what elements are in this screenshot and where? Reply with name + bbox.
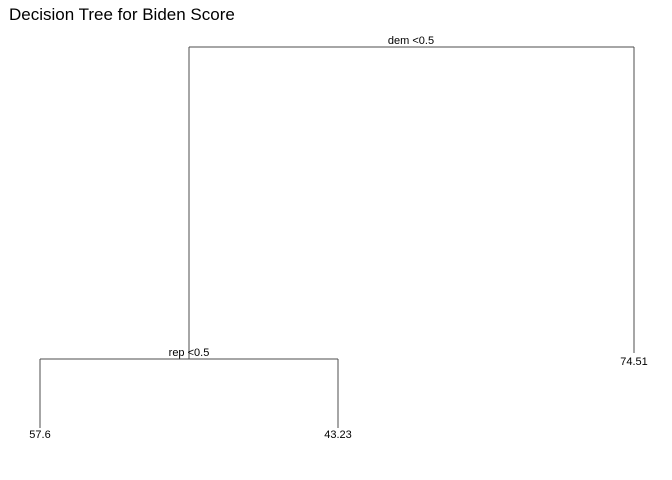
leaf-label: 74.51 <box>620 356 648 368</box>
chart-title: Decision Tree for Biden Score <box>9 5 235 24</box>
rep-split-label: rep <0.5 <box>169 347 210 359</box>
leaf-label: 43.23 <box>324 429 352 441</box>
root-node: dem <0.5 <box>189 35 634 48</box>
leaf-label: 57.6 <box>29 429 50 441</box>
root-split-label: dem <0.5 <box>388 35 434 47</box>
rep-node: rep <0.5 <box>40 347 338 360</box>
